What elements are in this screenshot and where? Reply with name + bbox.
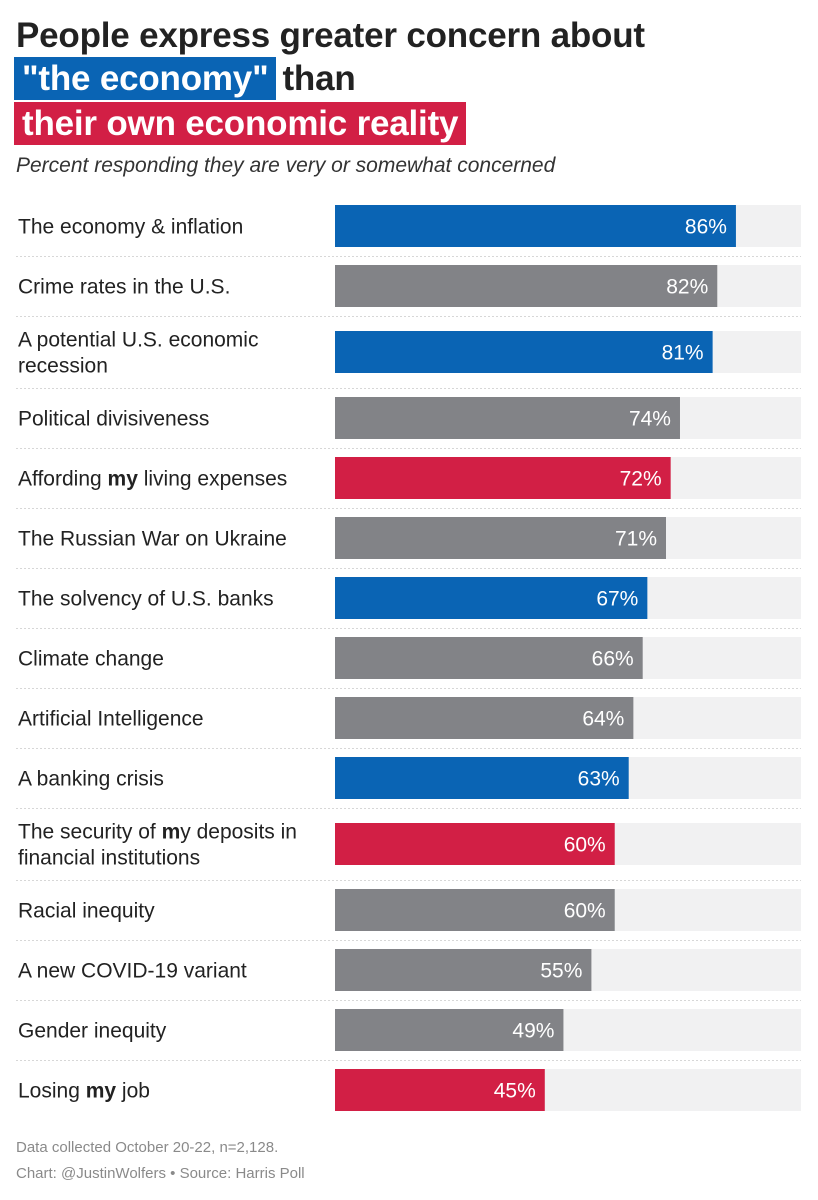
label-text: The economy & inflation xyxy=(18,216,243,239)
bar-losing-my-job xyxy=(335,1069,545,1111)
value-label-the-russian-war-on-ukraine: 71% xyxy=(615,528,657,551)
label-text: A new COVID-19 variant xyxy=(18,960,247,983)
label-text: recession xyxy=(18,355,108,378)
category-label-a-new-covid-19-variant: A new COVID-19 variant xyxy=(18,960,247,983)
bar-the-russian-war-on-ukraine xyxy=(335,517,667,559)
category-label-crime-rates-in-the-u-s: Crime rates in the U.S. xyxy=(18,276,230,299)
category-label-losing-my-job: Losing my job xyxy=(18,1080,150,1103)
bar-the-solvency-of-u-s-banks xyxy=(335,577,648,619)
label-text: The Russian War on Ukraine xyxy=(18,528,287,551)
value-label-artificial-intelligence: 64% xyxy=(582,708,624,731)
label-text: A potential U.S. economic xyxy=(18,329,258,352)
title-line-2-rest: than xyxy=(282,59,356,98)
footer-credit: Chart: @JustinWolfers • Source: Harris P… xyxy=(16,1165,305,1182)
title-highlight-economy: "the economy" xyxy=(14,57,277,100)
chart-title: People express greater concern about "th… xyxy=(14,14,806,145)
value-label-the-security-of-my-deposits-in-financial-institutions: 60% xyxy=(564,834,606,857)
bar-artificial-intelligence xyxy=(335,697,634,739)
value-label-the-solvency-of-u-s-banks: 67% xyxy=(596,588,638,611)
label-text: job xyxy=(116,1080,150,1103)
bar-affording-my-living-expenses xyxy=(335,457,671,499)
title-line-3: their own economic reality xyxy=(14,102,806,145)
value-label-climate-change: 66% xyxy=(592,648,634,671)
category-label-racial-inequity: Racial inequity xyxy=(18,900,155,923)
value-label-a-banking-crisis: 63% xyxy=(578,768,620,791)
label-text: Political divisiveness xyxy=(18,408,209,431)
category-label-gender-inequity: Gender inequity xyxy=(18,1020,167,1043)
label-text: Crime rates in the U.S. xyxy=(18,276,230,299)
label-emphasis: my xyxy=(86,1080,117,1103)
label-text: Artificial Intelligence xyxy=(18,708,204,731)
category-label-the-security-of-my-deposits-in-financial-institutions: The security of my deposits in financial … xyxy=(18,821,297,870)
value-label-the-economy-inflation: 86% xyxy=(685,216,727,239)
bar-a-potential-u-s-economic-recession xyxy=(335,331,713,373)
label-emphasis: m xyxy=(162,821,181,844)
category-label-affording-my-living-expenses: Affording my living expenses xyxy=(18,468,287,491)
category-label-the-economy-inflation: The economy & inflation xyxy=(18,216,243,239)
value-label-political-divisiveness: 74% xyxy=(629,408,671,431)
title-highlight-own-reality: their own economic reality xyxy=(14,102,467,145)
category-label-a-potential-u-s-economic-recession: A potential U.S. economic recession xyxy=(18,329,258,378)
value-label-affording-my-living-expenses: 72% xyxy=(620,468,662,491)
category-label-artificial-intelligence: Artificial Intelligence xyxy=(18,708,204,731)
value-label-losing-my-job: 45% xyxy=(494,1080,536,1103)
category-label-a-banking-crisis: A banking crisis xyxy=(18,768,164,791)
category-label-political-divisiveness: Political divisiveness xyxy=(18,408,209,431)
value-label-gender-inequity: 49% xyxy=(512,1020,554,1043)
bar-racial-inequity xyxy=(335,889,615,931)
label-text: y deposits in xyxy=(180,821,297,844)
category-label-the-solvency-of-u-s-banks: The solvency of U.S. banks xyxy=(18,588,274,611)
bar-crime-rates-in-the-u-s xyxy=(335,265,718,307)
label-text: A banking crisis xyxy=(18,768,164,791)
value-label-racial-inequity: 60% xyxy=(564,900,606,923)
label-emphasis: my xyxy=(108,468,139,491)
label-text: The solvency of U.S. banks xyxy=(18,588,274,611)
bar-gender-inequity xyxy=(335,1009,564,1051)
label-text: The security of xyxy=(18,821,162,844)
value-label-a-new-covid-19-variant: 55% xyxy=(540,960,582,983)
label-text: Affording xyxy=(18,468,108,491)
label-text: Losing xyxy=(18,1080,86,1103)
bar-the-economy-inflation xyxy=(335,205,736,247)
label-text: Climate change xyxy=(18,648,164,671)
category-label-the-russian-war-on-ukraine: The Russian War on Ukraine xyxy=(18,528,287,551)
label-text: financial institutions xyxy=(18,847,200,870)
bar-a-banking-crisis xyxy=(335,757,629,799)
category-label-climate-change: Climate change xyxy=(18,648,164,671)
value-label-a-potential-u-s-economic-recession: 81% xyxy=(662,342,704,365)
bar-climate-change xyxy=(335,637,643,679)
title-line-2: "the economy" than xyxy=(14,57,806,100)
bar-the-security-of-my-deposits-in-financial-institutions xyxy=(335,823,615,865)
chart-subtitle: Percent responding they are very or some… xyxy=(16,154,556,177)
bar-political-divisiveness xyxy=(335,397,680,439)
label-text: Racial inequity xyxy=(18,900,155,923)
title-line-1: People express greater concern about xyxy=(16,16,645,55)
label-text: living expenses xyxy=(138,468,287,491)
footer-note: Data collected October 20-22, n=2,128. xyxy=(16,1139,279,1156)
value-label-crime-rates-in-the-u-s: 82% xyxy=(666,276,708,299)
bar-a-new-covid-19-variant xyxy=(335,949,592,991)
label-text: Gender inequity xyxy=(18,1020,167,1043)
